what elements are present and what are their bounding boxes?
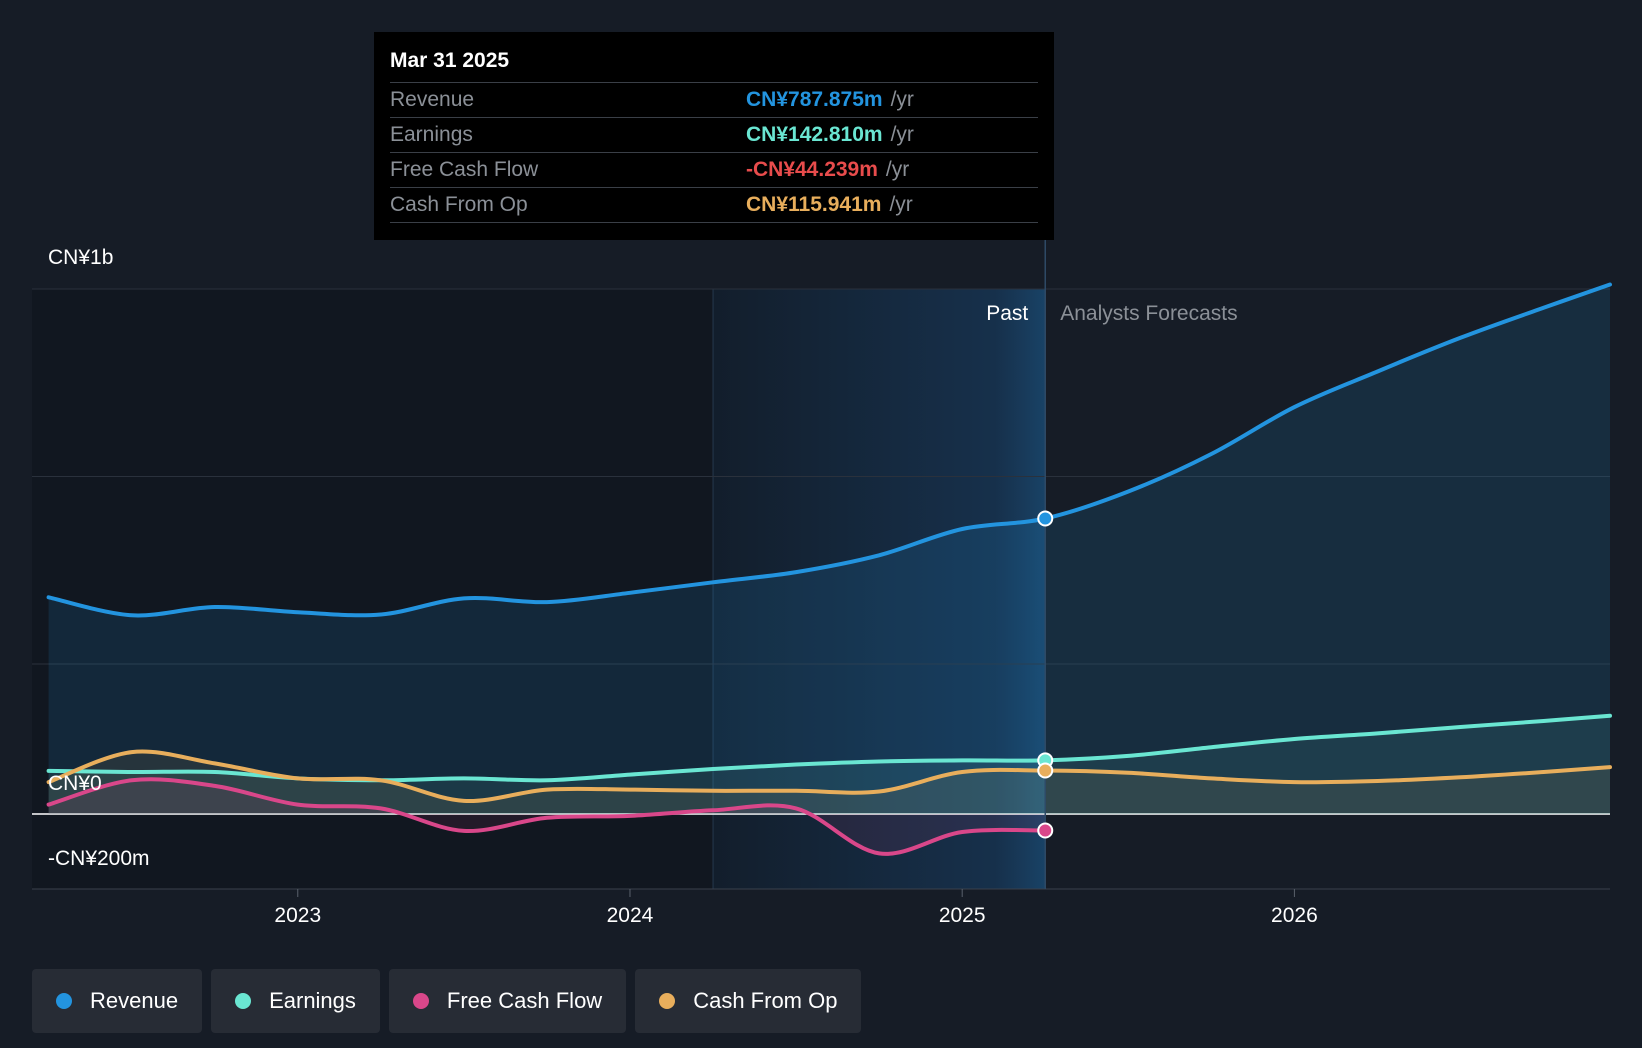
tooltip-label: Earnings <box>390 123 473 146</box>
legend: Revenue Earnings Free Cash Flow Cash Fro… <box>32 969 862 1033</box>
legend-item-cash-from-op[interactable]: Cash From Op <box>635 969 862 1033</box>
tooltip-row-free-cash-flow: Free Cash Flow -CN¥44.239m /yr <box>390 152 1038 187</box>
x-tick-label: 2026 <box>1271 904 1318 927</box>
tooltip-unit: /yr <box>889 193 913 216</box>
marker-revenue[interactable] <box>1037 510 1054 527</box>
tooltip-row-cash-from-op: Cash From Op CN¥115.941m /yr <box>390 187 1038 223</box>
tooltip-label: Revenue <box>390 88 475 111</box>
marker-free-cash-flow[interactable] <box>1037 822 1054 839</box>
series-markers <box>1037 510 1054 839</box>
grid-lines <box>32 288 1610 890</box>
legend-label: Free Cash Flow <box>446 988 603 1013</box>
series-line-revenue <box>46 282 1612 618</box>
tooltip: Mar 31 2025 Revenue CN¥787.875m /yr Earn… <box>374 32 1054 240</box>
legend-dot-icon <box>56 993 72 1009</box>
legend-label: Revenue <box>90 988 179 1013</box>
tooltip-value: -CN¥44.239m <box>746 158 878 181</box>
series-lines <box>46 282 1612 856</box>
y-tick-label: CN¥1b <box>48 246 113 269</box>
series-area-revenue <box>48 284 1611 814</box>
legend-label: Earnings <box>269 988 356 1013</box>
tooltip-row-earnings: Earnings CN¥142.810m /yr <box>390 117 1038 152</box>
series-area-cash-from-op <box>48 751 1611 814</box>
y-tick-label: -CN¥200m <box>48 847 150 870</box>
x-tick-label: 2025 <box>939 904 986 927</box>
tooltip-label: Free Cash Flow <box>390 158 539 181</box>
tooltip-label: Cash From Op <box>390 193 528 216</box>
forecast-label: Analysts Forecasts <box>1060 302 1237 325</box>
past-label: Past <box>986 302 1028 325</box>
tooltip-value: CN¥115.941m <box>746 193 882 216</box>
y-tick-label: CN¥0 <box>48 772 102 795</box>
legend-dot-icon <box>412 993 429 1009</box>
legend-label: Cash From Op <box>693 988 838 1013</box>
legend-dot-icon <box>235 993 252 1009</box>
x-tick-label: 2023 <box>274 904 321 927</box>
tooltip-value: CN¥787.875m <box>746 88 883 111</box>
tooltip-unit: /yr <box>890 88 914 111</box>
series-line-cash-from-op <box>46 749 1612 803</box>
tooltip-row-revenue: Revenue CN¥787.875m /yr <box>390 82 1038 117</box>
axis-labels: CN¥1b CN¥0 -CN¥200m 2023 2024 2025 2026 Past Ana… <box>48 246 1318 927</box>
tooltip-unit: /yr <box>885 158 910 181</box>
x-tick-label: 2024 <box>607 904 654 927</box>
tooltip-unit: /yr <box>890 123 914 146</box>
tooltip-date: Mar 31 2025 <box>390 49 510 72</box>
legend-item-free-cash-flow[interactable]: Free Cash Flow <box>388 969 627 1033</box>
tooltip-value: CN¥142.810m <box>746 123 883 146</box>
marker-cash-from-op[interactable] <box>1037 762 1054 779</box>
legend-dot-icon <box>659 993 676 1009</box>
series-line-free-cash-flow <box>46 777 1048 856</box>
legend-item-revenue[interactable]: Revenue <box>32 969 203 1033</box>
legend-item-earnings[interactable]: Earnings <box>211 969 380 1033</box>
